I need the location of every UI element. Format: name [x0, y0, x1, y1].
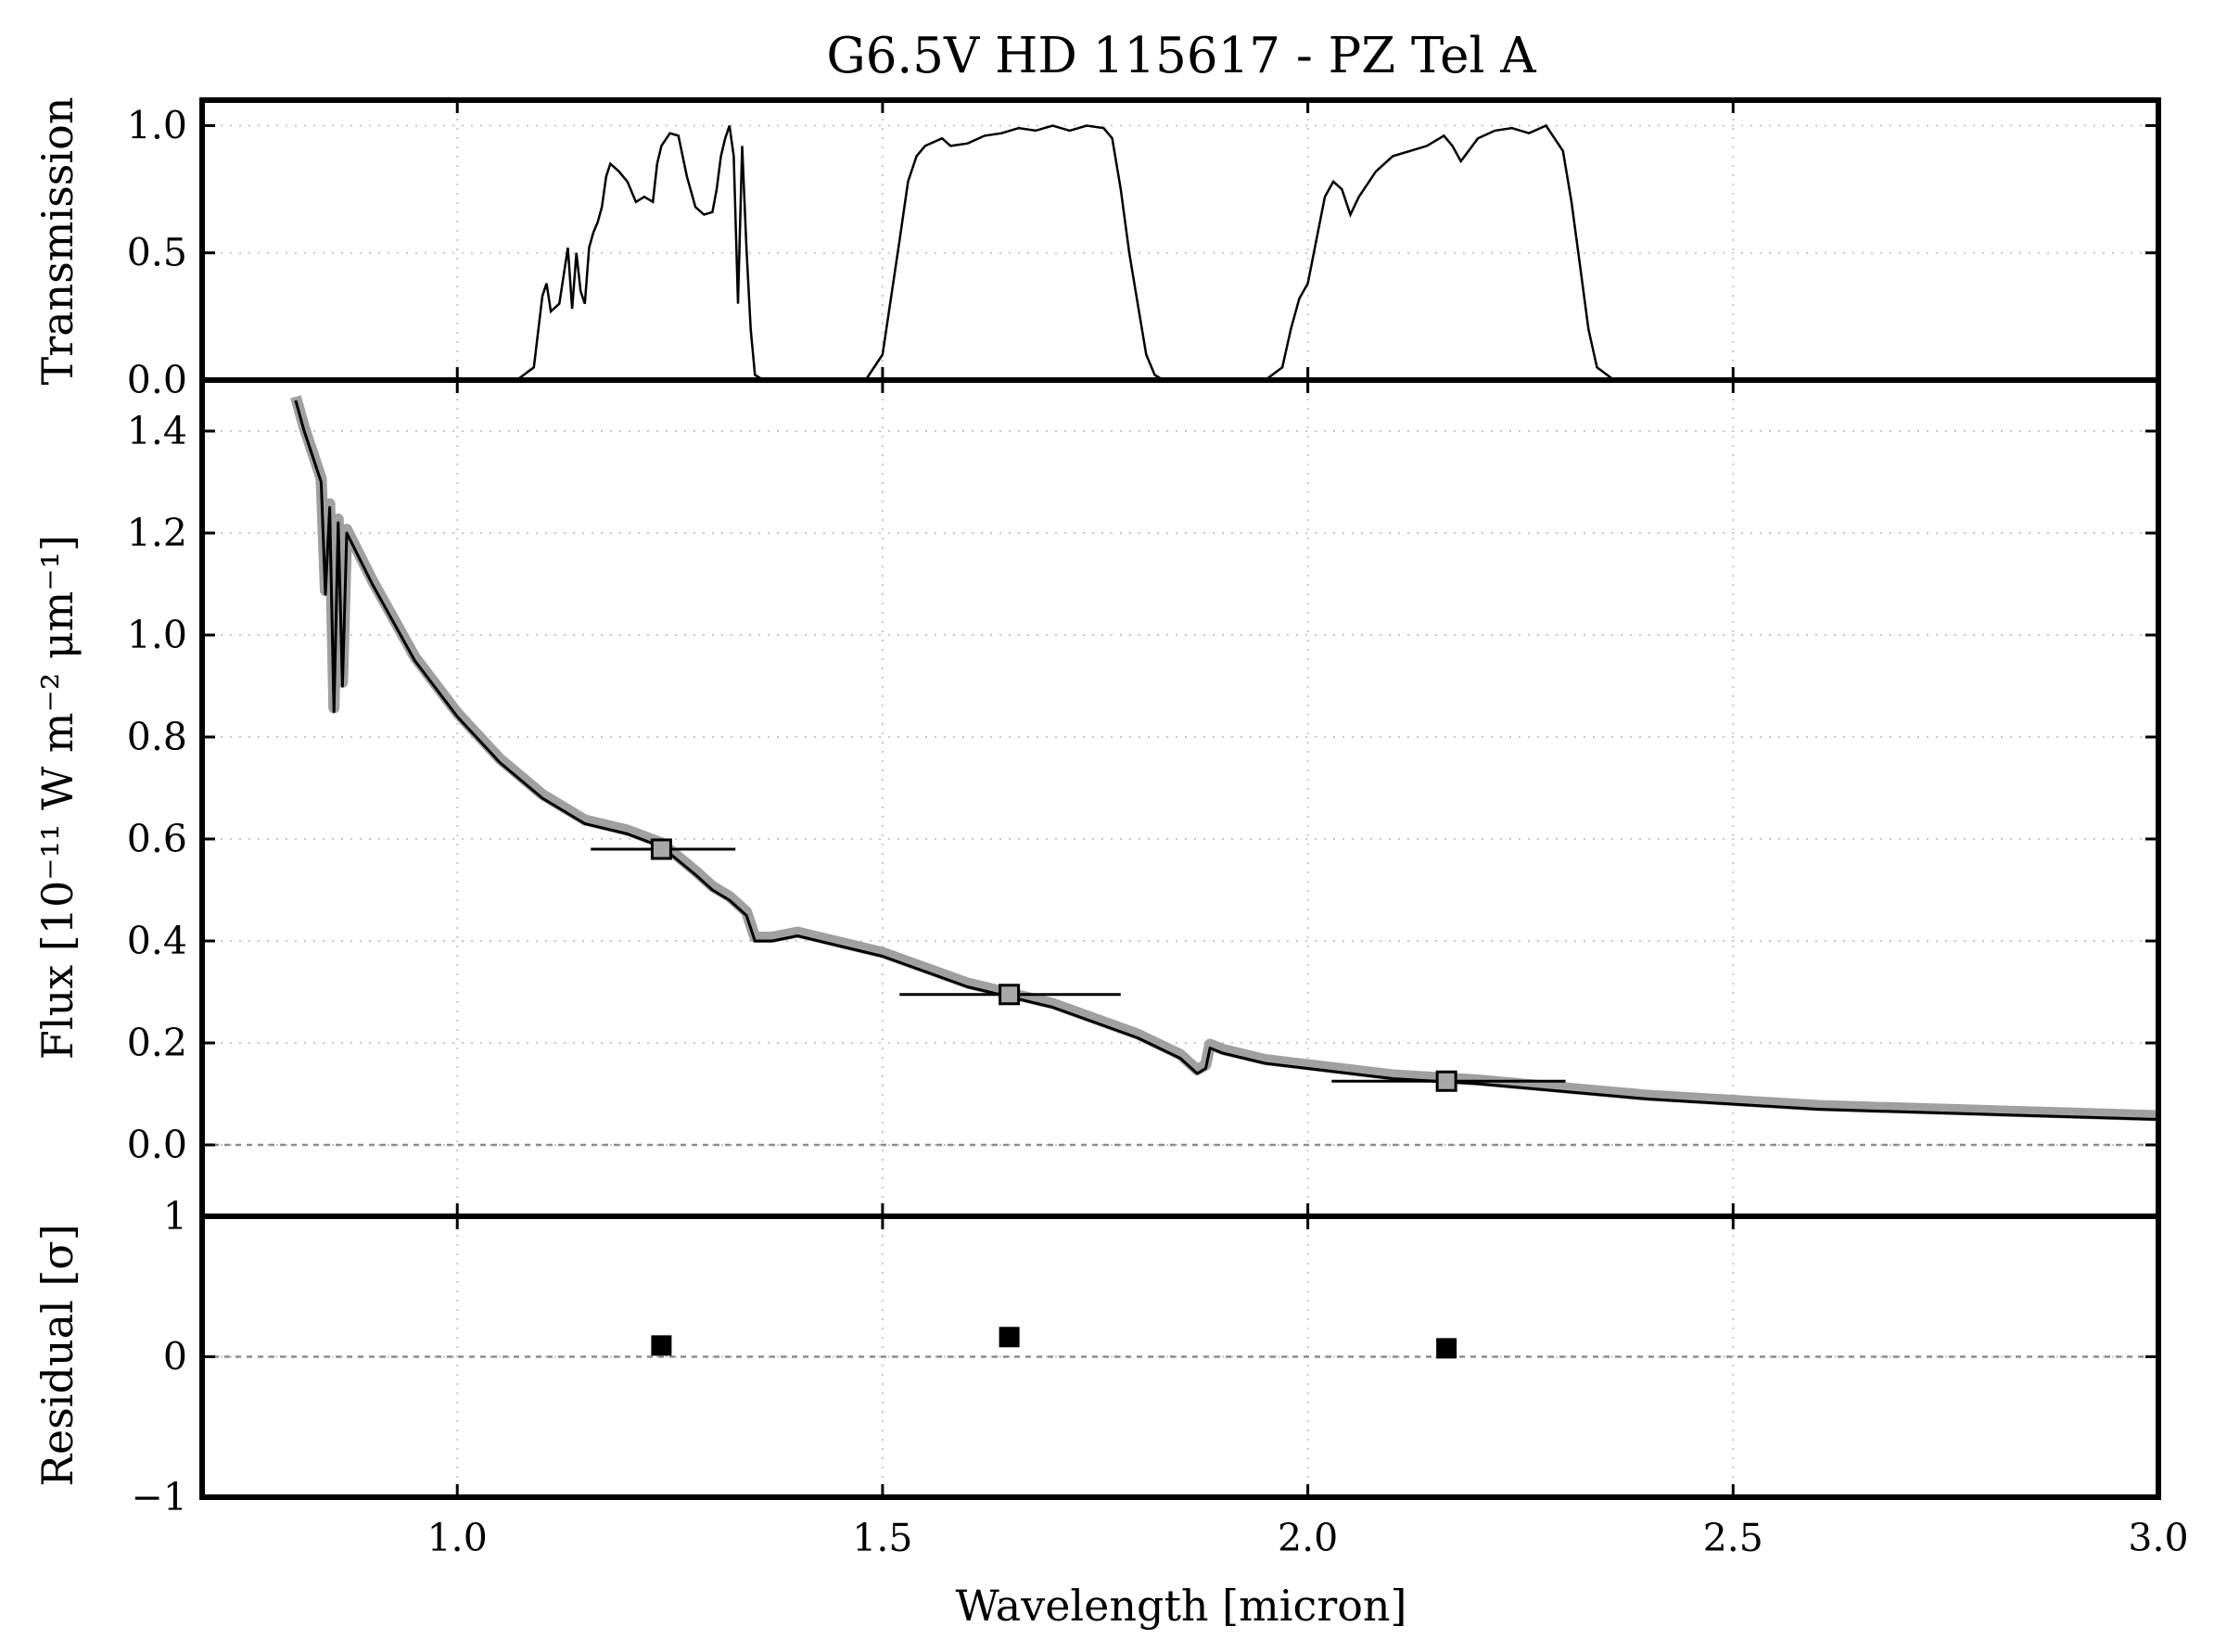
- flux-y-tick-label: 0.2: [127, 1021, 187, 1065]
- filter-curve: [864, 124, 1164, 382]
- residual-marker: [1436, 1338, 1457, 1359]
- residual-x-ticks: 1.0 1.5 2.0 2.5 3.0: [427, 1216, 2189, 1560]
- residual-panel: −1 0 1 1.0 1.5 2.0 2.5 3.0 Residual [σ]: [32, 1194, 2189, 1560]
- x-tick-label: 3.0: [2128, 1516, 2188, 1560]
- flux-y-ticks: 0.0 0.2 0.4 0.6 0.8 1.0 1.2 1.4: [127, 409, 2158, 1167]
- x-tick-label: 1.0: [427, 1516, 488, 1560]
- spectrum-line: [294, 400, 2159, 1121]
- model-band-path: [290, 395, 2159, 1122]
- photometry-marker: [999, 984, 1021, 1006]
- photometry-marker: [650, 838, 672, 860]
- flux-panel: 0.0 0.2 0.4 0.6 0.8 1.0 1.2 1.4 Flux [10⁻¹¹ W m…: [32, 377, 2161, 1219]
- transmission-frame: [199, 97, 2161, 383]
- flux-y-tick-label: 1.0: [127, 613, 187, 657]
- x-tick-label: 2.5: [1703, 1516, 1763, 1560]
- residual-marker: [999, 1327, 1020, 1348]
- filter-curve: [515, 125, 765, 382]
- flux-y-tick-label: 0.6: [127, 817, 187, 861]
- x-tick-label: 1.5: [852, 1516, 912, 1560]
- flux-grid: [202, 380, 2158, 1216]
- model-band: [290, 395, 2159, 1122]
- resid-y-tick-label: 0: [163, 1335, 187, 1379]
- flux-y-axis-label: Flux [10⁻¹¹ W m⁻² μm⁻¹]: [32, 535, 83, 1060]
- flux-y-tick-label: 1.4: [127, 409, 187, 453]
- transmission-grid: [202, 100, 2158, 381]
- chart-title: G6.5V HD 115617 - PZ Tel A: [826, 28, 1536, 84]
- resid-y-tick-label: 1: [163, 1194, 187, 1239]
- x-tick-label: 2.0: [1278, 1516, 1338, 1560]
- filter-curves: [515, 123, 1615, 382]
- trans-y-tick-label: 1.0: [127, 103, 187, 147]
- resid-y-tick-label: −1: [132, 1475, 187, 1519]
- flux-y-tick-label: 0.0: [127, 1123, 187, 1167]
- trans-y-tick-label: 0.5: [127, 231, 187, 275]
- flux-y-tick-label: 0.8: [127, 715, 187, 759]
- transmission-y-ticks: 0.0 0.5 1.0: [127, 103, 2158, 402]
- photometry-marker: [1435, 1070, 1457, 1092]
- residual-frame: [199, 1214, 2161, 1500]
- residual-marker: [651, 1335, 672, 1356]
- transmission-panel: 0.0 0.5 1.0 Transmission: [32, 97, 2161, 402]
- flux-spectrum: [294, 400, 2159, 1121]
- photometry-points: [591, 838, 1566, 1092]
- trans-y-tick-label: 0.0: [127, 358, 187, 402]
- transmission-y-axis-label: Transmission: [32, 97, 83, 386]
- flux-y-tick-label: 0.4: [127, 919, 187, 963]
- filter-curve: [1264, 123, 1615, 382]
- residual-points: [651, 1327, 1457, 1359]
- x-axis-label: Wavelength [micron]: [956, 1581, 1407, 1631]
- flux-y-tick-label: 1.2: [127, 511, 187, 555]
- residual-y-axis-label: Residual [σ]: [32, 1224, 83, 1486]
- flux-frame: [199, 377, 2161, 1219]
